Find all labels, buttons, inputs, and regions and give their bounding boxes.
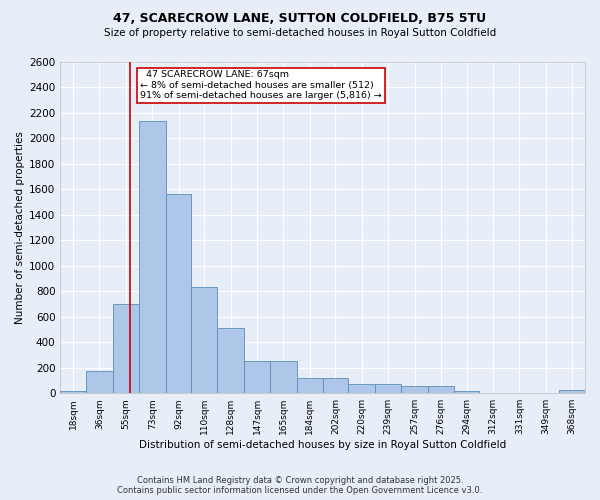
Bar: [454, 390, 479, 393]
Text: Contains HM Land Registry data © Crown copyright and database right 2025.
Contai: Contains HM Land Registry data © Crown c…: [118, 476, 482, 495]
Bar: [376, 384, 401, 393]
Text: 47, SCARECROW LANE, SUTTON COLDFIELD, B75 5TU: 47, SCARECROW LANE, SUTTON COLDFIELD, B7…: [113, 12, 487, 26]
Bar: [428, 386, 454, 393]
Bar: [166, 194, 191, 393]
Bar: [244, 362, 270, 393]
Bar: [532, 392, 559, 393]
Text: Size of property relative to semi-detached houses in Royal Sutton Coldfield: Size of property relative to semi-detach…: [104, 28, 496, 38]
Bar: [506, 392, 532, 393]
Bar: [60, 392, 86, 393]
Bar: [559, 390, 585, 393]
Bar: [401, 386, 428, 393]
Bar: [270, 362, 297, 393]
Bar: [191, 288, 217, 393]
Bar: [139, 122, 166, 393]
Text: 47 SCARECROW LANE: 67sqm
← 8% of semi-detached houses are smaller (512)
91% of s: 47 SCARECROW LANE: 67sqm ← 8% of semi-de…: [140, 70, 382, 100]
Bar: [349, 384, 376, 393]
Bar: [86, 371, 113, 393]
Bar: [479, 392, 506, 393]
Bar: [297, 378, 323, 393]
X-axis label: Distribution of semi-detached houses by size in Royal Sutton Coldfield: Distribution of semi-detached houses by …: [139, 440, 506, 450]
Bar: [113, 304, 139, 393]
Bar: [323, 378, 349, 393]
Y-axis label: Number of semi-detached properties: Number of semi-detached properties: [15, 131, 25, 324]
Bar: [217, 328, 244, 393]
